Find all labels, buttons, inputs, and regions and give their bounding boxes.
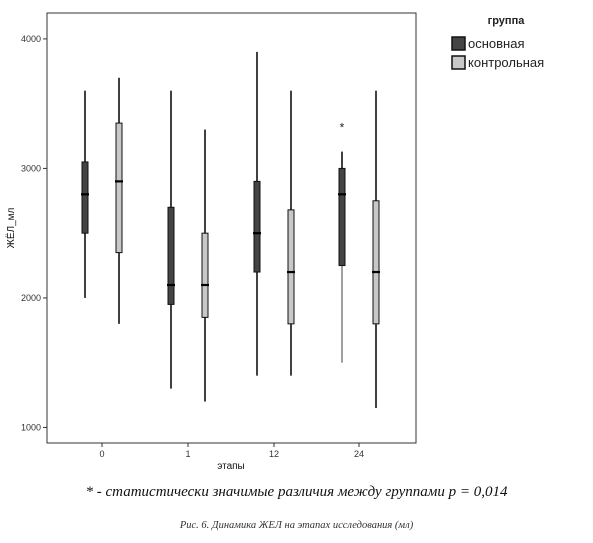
- x-tick-label: 1: [185, 449, 190, 459]
- y-tick-label: 2000: [21, 293, 41, 303]
- legend-label: основная: [468, 36, 525, 51]
- plot-frame: [46, 12, 417, 444]
- y-axis: 1000 2000 3000 4000: [21, 34, 47, 432]
- box: [372, 200, 380, 325]
- significance-note: * - статистически значимые различия межд…: [85, 484, 508, 500]
- x-axis: 0 1 12 24: [99, 443, 364, 459]
- figure-caption: Рис. 6. Динамика ЖЕЛ на этапах исследова…: [179, 520, 414, 531]
- y-tick-label: 4000: [21, 34, 41, 44]
- box: [115, 122, 123, 254]
- box: [253, 180, 261, 273]
- legend-title: группа: [488, 15, 526, 27]
- box: [167, 206, 175, 305]
- box: [201, 232, 209, 318]
- x-tick-label: 12: [269, 449, 279, 459]
- x-axis-title: этапы: [217, 461, 245, 472]
- box: [338, 167, 346, 267]
- outlier-marker: *: [340, 121, 345, 135]
- box-series: *: [81, 51, 380, 409]
- x-tick-label: 24: [354, 449, 364, 459]
- legend-swatch: [451, 36, 466, 51]
- y-tick-label: 3000: [21, 163, 41, 173]
- box: [81, 161, 89, 234]
- y-axis-title: ЖЁЛ_мл: [5, 207, 17, 248]
- x-tick-label: 0: [99, 449, 104, 459]
- legend: группа основная контрольная: [451, 15, 544, 70]
- legend-swatch: [451, 55, 466, 70]
- y-tick-label: 1000: [21, 422, 41, 432]
- boxplot-chart: 1000 2000 3000 4000 0 1 12 24 * ЖЁЛ_мл этапы г…: [5, 12, 544, 472]
- legend-label: контрольная: [468, 55, 544, 70]
- box: [287, 209, 295, 325]
